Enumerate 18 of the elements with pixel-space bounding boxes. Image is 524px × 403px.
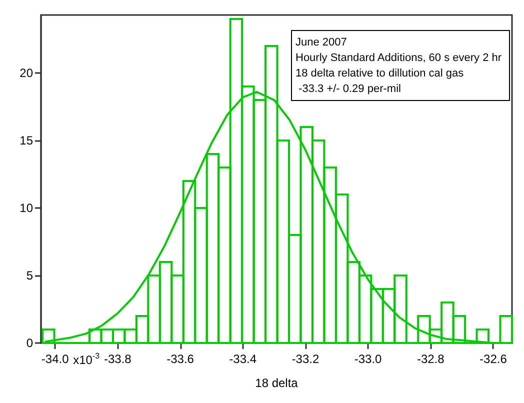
x-tick-label: -33.2 — [292, 352, 320, 366]
x-tick-label: -34.0 — [41, 352, 70, 366]
y-tick-label: 20 — [20, 66, 34, 80]
annotation: Hourly Standard Additions, 60 s every 2 hr — [296, 52, 502, 64]
x-tick-label: -33.8 — [104, 352, 132, 366]
x-tick-label: -32.8 — [416, 352, 445, 366]
annotation: -33.3 +/- 0.29 per-mil — [296, 82, 401, 95]
annotation: 18 delta relative to dillution cal gas — [296, 67, 464, 80]
y-tick-label: 15 — [20, 134, 34, 148]
y-tick-label: 0 — [26, 336, 34, 350]
y-tick-label: 10 — [20, 201, 34, 216]
x-tick-label: -33.0 — [354, 352, 382, 366]
x-tick-label: -33.6 — [166, 352, 194, 366]
x-tick-label: -32.6 — [480, 352, 508, 366]
y-tick-label: 5 — [26, 268, 34, 283]
x-tick-label: -33.4 — [229, 352, 257, 366]
x-axis-title: 18 delta — [255, 376, 298, 390]
annotation: June 2007 — [296, 36, 347, 48]
